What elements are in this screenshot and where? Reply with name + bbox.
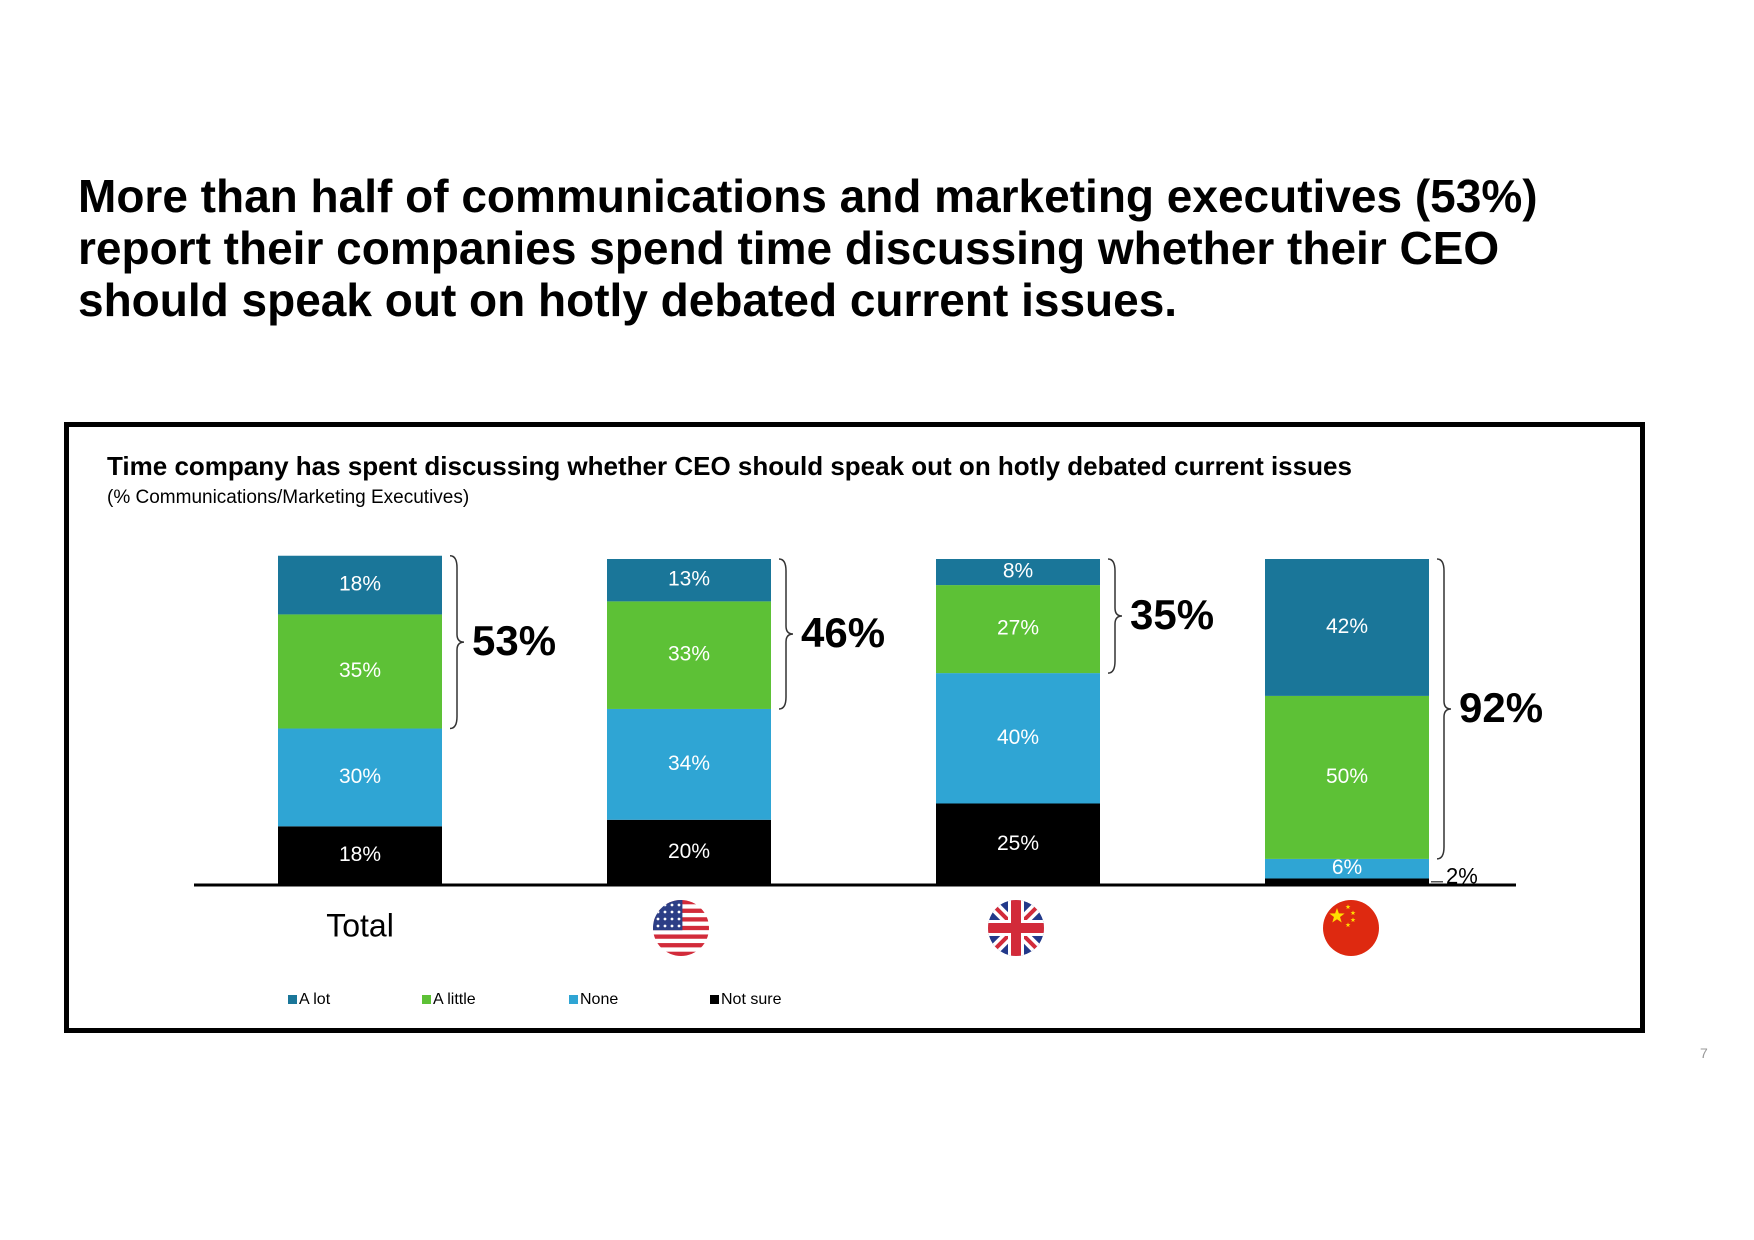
- bar-united-kingdom-none: [936, 673, 1100, 804]
- data-label-united-kingdom-none: 40%: [997, 726, 1039, 749]
- chart-subtitle: (% Communications/Marketing Executives): [107, 487, 470, 508]
- data-label-total-a-little: 35%: [339, 659, 381, 682]
- bar-united-states-a-little: [607, 601, 771, 709]
- legend-label-a-lot: A lot: [299, 991, 331, 1008]
- legend-label-not-sure: Not sure: [721, 991, 782, 1008]
- bracket-united-kingdom: [1107, 558, 1123, 674]
- data-label-total-none: 30%: [339, 765, 381, 788]
- bracket-label-united-states: 46%: [801, 609, 885, 656]
- bar-total-a-lot: [278, 555, 442, 615]
- legend-swatch-none: [569, 995, 578, 1004]
- china-flag-icon: [1323, 900, 1379, 956]
- data-label-china-none: 6%: [1332, 856, 1362, 879]
- legend-swatch-a-little: [422, 995, 431, 1004]
- bar-china-not-sure: [1265, 878, 1429, 885]
- bracket-label-total: 53%: [472, 617, 556, 664]
- bar-china-a-lot: [1265, 559, 1429, 696]
- us-flag-icon: [653, 900, 709, 956]
- bar-total-none: [278, 728, 442, 827]
- headline: More than half of communications and mar…: [78, 170, 1538, 326]
- data-label-united-states-none: 34%: [668, 752, 710, 775]
- bar-united-states-not-sure: [607, 819, 771, 885]
- bracket-label-united-kingdom: 35%: [1130, 591, 1214, 638]
- data-label-united-states-a-lot: 13%: [668, 568, 710, 591]
- legend-label-none: None: [580, 991, 618, 1008]
- uk-flag-icon: [988, 900, 1044, 956]
- bracket-total: [449, 554, 465, 730]
- data-label-china-not-sure: 2%: [1446, 864, 1478, 889]
- data-label-total-not-sure: 18%: [339, 843, 381, 866]
- data-label-united-kingdom-not-sure: 25%: [997, 832, 1039, 855]
- page-number: 7: [1700, 1045, 1708, 1061]
- bar-total-not-sure: [278, 826, 442, 885]
- bracket-china: [1436, 558, 1452, 860]
- chart-frame: [64, 422, 1645, 1033]
- data-label-china-a-little: 50%: [1326, 765, 1368, 788]
- data-label-united-kingdom-a-lot: 8%: [1003, 560, 1033, 583]
- bracket-united-states: [778, 558, 794, 710]
- legend-label-a-little: A little: [433, 991, 476, 1008]
- bar-united-states-a-lot: [607, 559, 771, 602]
- bar-china-none: [1265, 858, 1429, 879]
- data-label-united-kingdom-a-little: 27%: [997, 617, 1039, 640]
- bar-total-a-little: [278, 614, 442, 729]
- chart-title: Time company has spent discussing whethe…: [107, 451, 1352, 481]
- data-label-united-states-a-little: 33%: [668, 643, 710, 666]
- data-label-china-a-lot: 42%: [1326, 615, 1368, 638]
- bracket-label-china: 92%: [1459, 684, 1543, 731]
- bar-united-states-none: [607, 708, 771, 820]
- category-label-total: Total: [326, 907, 394, 943]
- data-label-total-a-lot: 18%: [339, 573, 381, 596]
- bar-united-kingdom-a-little: [936, 585, 1100, 674]
- bar-united-kingdom-a-lot: [936, 559, 1100, 586]
- bar-china-a-little: [1265, 695, 1429, 859]
- legend-swatch-a-lot: [288, 995, 297, 1004]
- legend-swatch-not-sure: [710, 995, 719, 1004]
- bar-united-kingdom-not-sure: [936, 803, 1100, 885]
- data-label-united-states-not-sure: 20%: [668, 840, 710, 863]
